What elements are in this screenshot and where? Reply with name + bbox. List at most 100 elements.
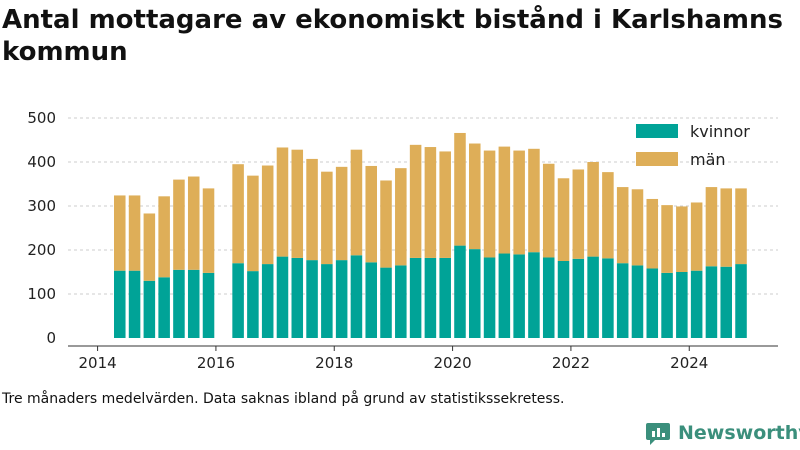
legend-swatch xyxy=(636,152,678,166)
bar-man xyxy=(424,147,437,258)
bar-man xyxy=(661,205,673,273)
grid-lines xyxy=(68,117,778,295)
bar-kvinnor xyxy=(261,264,274,338)
bar-kvinnor xyxy=(187,269,200,338)
bar-kvinnor xyxy=(143,280,156,338)
bar-kvinnor xyxy=(439,257,451,338)
bar-kvinnor xyxy=(469,249,481,338)
bar-man xyxy=(261,165,274,265)
x-tick-label: 2024 xyxy=(670,354,708,372)
bar-kvinnor xyxy=(587,256,599,338)
newsworthy-logo[interactable]: Newsworthy xyxy=(646,420,800,446)
bar-kvinnor xyxy=(350,255,363,338)
bar-man xyxy=(469,143,481,250)
bar-man xyxy=(513,150,525,255)
newsworthy-logo-icon xyxy=(646,423,670,445)
bar-kvinnor xyxy=(291,257,304,338)
bar-kvinnor xyxy=(306,260,318,338)
bar-man xyxy=(705,187,718,267)
bar-man xyxy=(542,163,555,258)
bar-man xyxy=(232,164,244,264)
bar-kvinnor xyxy=(395,265,407,338)
bar-man xyxy=(158,196,170,278)
bar-kvinnor xyxy=(202,272,215,338)
chart-caption: Tre månaders medelvärden. Data saknas ib… xyxy=(2,391,565,407)
bar-man xyxy=(291,149,304,258)
chart-title: Antal mottagare av ekonomiskt bistånd i … xyxy=(2,5,783,67)
bar-kvinnor xyxy=(335,260,348,338)
bar-man xyxy=(143,213,156,281)
bar-kvinnor xyxy=(735,264,747,338)
bar-kvinnor xyxy=(720,266,732,338)
y-tick-label: 300 xyxy=(27,197,56,215)
bar-kvinnor xyxy=(631,265,644,338)
bar-kvinnor xyxy=(114,270,126,338)
bar-man xyxy=(128,195,141,271)
y-tick-label: 500 xyxy=(27,109,56,127)
bar-man xyxy=(676,206,688,272)
bar-kvinnor xyxy=(232,263,244,338)
bar-kvinnor xyxy=(646,268,659,338)
bar-kvinnor xyxy=(705,266,718,338)
bar-man xyxy=(454,132,466,246)
bars xyxy=(114,132,747,338)
bar-kvinnor xyxy=(380,267,392,338)
bar-kvinnor xyxy=(616,263,629,338)
x-tick-label: 2014 xyxy=(78,354,116,372)
bar-man xyxy=(483,150,496,258)
bar-man xyxy=(439,151,451,258)
bar-man xyxy=(409,144,422,258)
bar-kvinnor xyxy=(542,257,555,338)
bar-kvinnor xyxy=(409,257,422,338)
legend-label: män xyxy=(690,150,726,169)
y-axis: 0 100 200 300 400 500 xyxy=(27,109,56,347)
bar-kvinnor xyxy=(498,253,511,338)
x-tick-label: 2020 xyxy=(433,354,471,372)
bar-kvinnor xyxy=(247,271,259,338)
bar-man xyxy=(498,146,511,254)
bar-kvinnor xyxy=(158,277,170,338)
bar-man xyxy=(616,187,629,264)
bar-man xyxy=(306,158,318,261)
y-tick-label: 400 xyxy=(27,153,56,171)
y-tick-label: 100 xyxy=(27,285,56,303)
bar-kvinnor xyxy=(454,245,466,338)
bar-kvinnor xyxy=(528,252,540,338)
bar-man xyxy=(557,178,570,261)
bar-kvinnor xyxy=(483,257,496,338)
x-tick-label: 2022 xyxy=(552,354,590,372)
bar-kvinnor xyxy=(424,257,437,338)
bar-man xyxy=(187,176,200,270)
bar-kvinnor xyxy=(690,270,703,338)
bar-man xyxy=(587,162,599,257)
bar-kvinnor xyxy=(321,264,333,338)
x-tick-label: 2016 xyxy=(197,354,235,372)
bar-man xyxy=(690,202,703,271)
bar-man xyxy=(202,188,215,273)
bar-man xyxy=(335,166,348,261)
y-tick-label: 0 xyxy=(46,329,56,347)
brand-name: Newsworthy xyxy=(678,422,800,444)
bar-man xyxy=(173,179,185,270)
bar-man xyxy=(365,165,377,263)
legend-label: kvinnor xyxy=(690,122,750,141)
bar-man xyxy=(646,198,659,269)
bar-man xyxy=(528,148,540,253)
bar-kvinnor xyxy=(602,258,614,338)
bar-man xyxy=(380,180,392,268)
bar-kvinnor xyxy=(365,262,377,338)
bar-kvinnor xyxy=(676,272,688,338)
x-axis: 2014 2016 2018 2020 2022 2024 xyxy=(68,345,778,372)
legend-swatch xyxy=(636,124,678,138)
bar-kvinnor xyxy=(661,272,673,338)
bar-kvinnor xyxy=(572,258,585,338)
bar-kvinnor xyxy=(557,261,570,338)
bar-man xyxy=(602,172,614,259)
bar-man xyxy=(247,175,259,272)
bar-man xyxy=(395,168,407,266)
bar-man xyxy=(114,195,126,271)
bar-man xyxy=(350,149,363,256)
bar-man xyxy=(720,188,732,267)
legend: kvinnor män xyxy=(636,122,750,169)
